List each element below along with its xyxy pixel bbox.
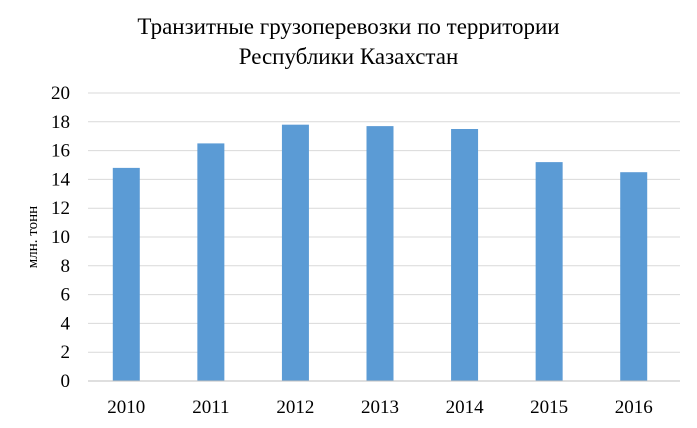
bar-2016 — [620, 172, 648, 381]
bar-2014 — [451, 129, 479, 381]
x-tick-label: 2013 — [361, 397, 399, 418]
bar-2013 — [366, 126, 394, 382]
x-tick-label: 2015 — [530, 397, 568, 418]
y-tick-label: 6 — [61, 285, 71, 306]
chart-title-line-2: Республики Казахстан — [238, 44, 459, 69]
bars — [112, 124, 648, 382]
bar-2011 — [197, 143, 225, 381]
y-tick-label: 10 — [51, 227, 70, 248]
y-tick-label: 4 — [61, 313, 71, 334]
y-tick-label: 16 — [51, 141, 70, 162]
bar-2010 — [112, 167, 140, 381]
x-tick-labels: 2010 2011 2012 2013 2014 2015 2016 — [107, 397, 652, 418]
x-tick-label: 2016 — [615, 397, 653, 418]
y-tick-label: 0 — [61, 371, 71, 392]
y-tick-label: 20 — [51, 83, 70, 104]
x-tick-label: 2010 — [107, 397, 145, 418]
x-tick-label: 2012 — [276, 397, 314, 418]
y-tick-label: 14 — [51, 169, 71, 190]
y-tick-label: 12 — [51, 198, 70, 219]
bar-2012 — [281, 124, 309, 382]
y-tick-labels: 0 2 4 6 8 10 12 14 16 18 20 — [51, 83, 71, 392]
x-tick-label: 2011 — [192, 397, 229, 418]
chart-title-line-1: Транзитные грузоперевозки по территории — [137, 14, 560, 39]
y-tick-label: 2 — [61, 342, 71, 363]
y-tick-label: 18 — [51, 112, 70, 133]
y-tick-label: 8 — [61, 256, 71, 277]
y-axis-label: млн. тонн — [25, 206, 41, 268]
x-tick-label: 2014 — [446, 397, 485, 418]
bar-2015 — [535, 162, 563, 381]
